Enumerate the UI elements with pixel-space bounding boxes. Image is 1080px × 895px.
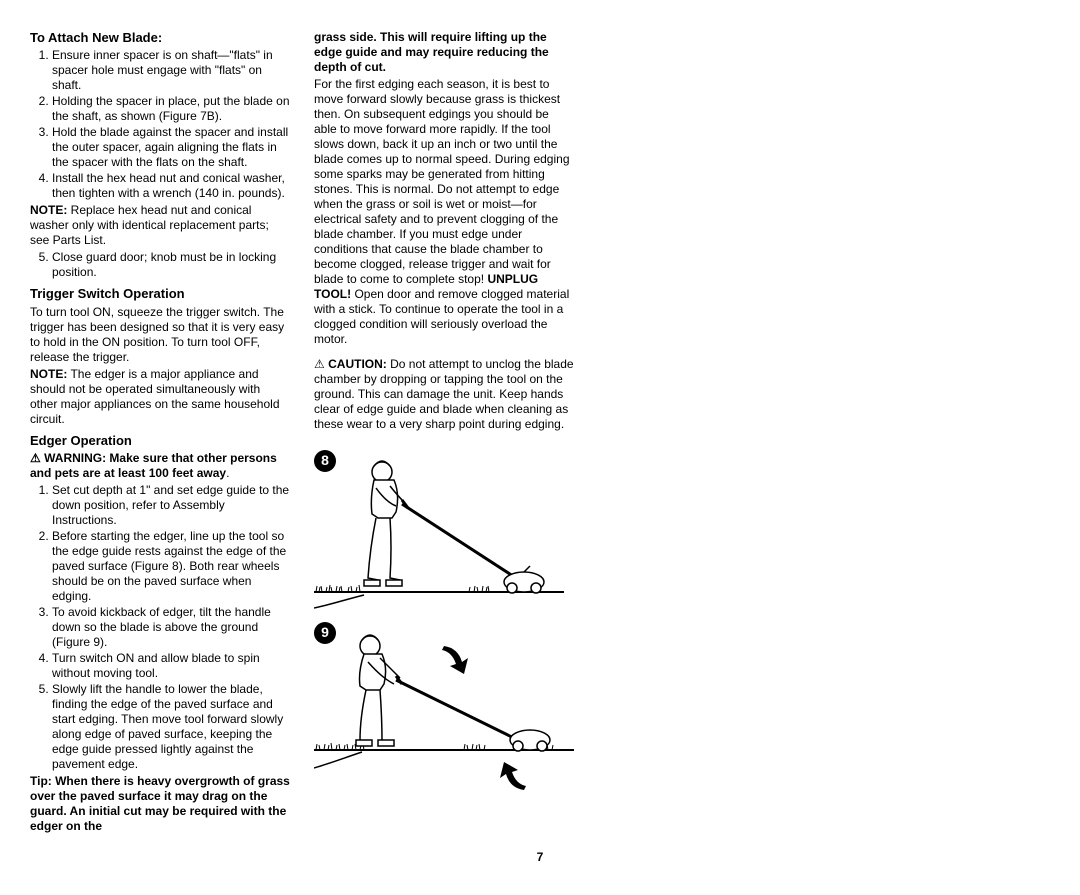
edger-steps: Set cut depth at 1" and set edge guide t… bbox=[30, 483, 290, 772]
heading-trigger-switch: Trigger Switch Operation bbox=[30, 286, 290, 302]
caution-label: CAUTION: bbox=[328, 357, 387, 371]
tip-overgrowth: Tip: When there is heavy overgrowth of g… bbox=[30, 774, 290, 834]
caution-block: ⚠ CAUTION: Do not attempt to unclog the … bbox=[314, 357, 574, 432]
list-item: Ensure inner spacer is on shaft—"flats" … bbox=[52, 48, 290, 93]
note-text: The edger is a major appliance and shoul… bbox=[30, 367, 280, 426]
figure-8-illustration bbox=[314, 450, 564, 610]
figure-8: 8 bbox=[314, 450, 574, 610]
warning-line: ⚠ WARNING: Make sure that other persons … bbox=[30, 451, 290, 481]
attach-blade-list: Ensure inner spacer is on shaft—"flats" … bbox=[30, 48, 290, 201]
unplug-text: Open door and remove clogged material wi… bbox=[314, 287, 569, 346]
figure-label-9: 9 bbox=[314, 622, 336, 644]
first-edging-text: For the first edging each season, it is … bbox=[314, 77, 574, 347]
figure-label-8: 8 bbox=[314, 450, 336, 472]
column-1: To Attach New Blade: Ensure inner spacer… bbox=[30, 30, 290, 836]
heading-edger-operation: Edger Operation bbox=[30, 433, 290, 449]
list-item: Slowly lift the handle to lower the blad… bbox=[52, 682, 290, 772]
list-item: To avoid kickback of edger, tilt the han… bbox=[52, 605, 290, 650]
figure-9-illustration bbox=[314, 622, 574, 802]
trigger-text: To turn tool ON, squeeze the trigger swi… bbox=[30, 305, 290, 365]
list-item: Install the hex head nut and conical was… bbox=[52, 171, 290, 201]
warning-icon: ⚠ bbox=[314, 357, 325, 371]
list-item: Turn switch ON and allow blade to spin w… bbox=[52, 651, 290, 681]
body-text: For the first edging each season, it is … bbox=[314, 77, 570, 286]
note-replacement: NOTE: Replace hex head nut and conical w… bbox=[30, 203, 290, 248]
heading-attach-blade: To Attach New Blade: bbox=[30, 30, 290, 46]
list-item: Set cut depth at 1" and set edge guide t… bbox=[52, 483, 290, 528]
warning-period: . bbox=[226, 466, 229, 480]
page-columns: To Attach New Blade: Ensure inner spacer… bbox=[30, 30, 1050, 836]
note-appliance: NOTE: The edger is a major appliance and… bbox=[30, 367, 290, 427]
list-item: Close guard door; knob must be in lockin… bbox=[52, 250, 290, 280]
list-item: Hold the blade against the spacer and in… bbox=[52, 125, 290, 170]
list-item: Holding the spacer in place, put the bla… bbox=[52, 94, 290, 124]
column-2: grass side. This will require lifting up… bbox=[314, 30, 574, 836]
warning-icon: ⚠ bbox=[30, 451, 41, 465]
page-number: 7 bbox=[30, 850, 1050, 865]
note-label: NOTE: bbox=[30, 367, 67, 381]
figure-9: 9 bbox=[314, 622, 574, 802]
attach-blade-list-cont: Close guard door; knob must be in lockin… bbox=[30, 250, 290, 280]
tip-continued: grass side. This will require lifting up… bbox=[314, 30, 574, 75]
warning-text: WARNING: Make sure that other persons an… bbox=[30, 451, 277, 480]
list-item: Before starting the edger, line up the t… bbox=[52, 529, 290, 604]
note-label: NOTE: bbox=[30, 203, 67, 217]
